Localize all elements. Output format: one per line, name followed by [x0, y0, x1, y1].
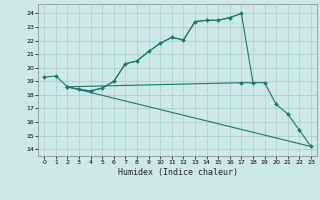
- X-axis label: Humidex (Indice chaleur): Humidex (Indice chaleur): [118, 168, 238, 177]
